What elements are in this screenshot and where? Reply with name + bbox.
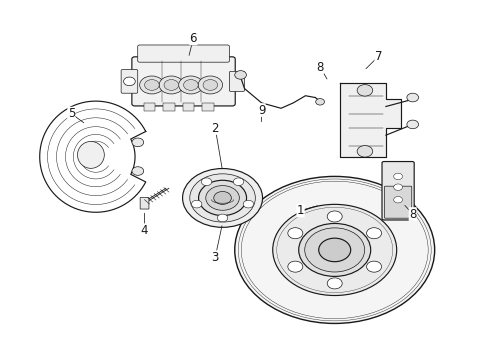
Text: 4: 4: [141, 224, 148, 237]
Circle shape: [393, 184, 402, 190]
Circle shape: [183, 80, 198, 90]
Text: 7: 7: [374, 50, 382, 63]
Text: 9: 9: [257, 104, 265, 117]
Bar: [143, 103, 155, 111]
Bar: [202, 103, 213, 111]
Circle shape: [393, 173, 402, 180]
Ellipse shape: [77, 141, 104, 168]
Circle shape: [366, 228, 381, 239]
FancyBboxPatch shape: [138, 45, 229, 62]
Bar: [182, 103, 194, 111]
Circle shape: [366, 261, 381, 272]
Circle shape: [326, 278, 342, 289]
Circle shape: [213, 192, 231, 204]
Circle shape: [191, 200, 202, 208]
Circle shape: [182, 168, 262, 227]
Circle shape: [140, 76, 163, 94]
Text: 3: 3: [211, 251, 219, 264]
Circle shape: [198, 180, 246, 216]
FancyBboxPatch shape: [121, 69, 138, 93]
Circle shape: [132, 167, 143, 175]
Circle shape: [243, 200, 253, 208]
Text: 6: 6: [189, 32, 197, 45]
Circle shape: [217, 214, 227, 222]
Circle shape: [123, 77, 135, 86]
Circle shape: [356, 85, 372, 96]
Circle shape: [406, 120, 418, 129]
Circle shape: [272, 204, 396, 296]
FancyBboxPatch shape: [384, 186, 411, 218]
Circle shape: [356, 145, 372, 157]
FancyBboxPatch shape: [229, 71, 244, 91]
Circle shape: [205, 185, 239, 210]
FancyBboxPatch shape: [140, 198, 149, 209]
Circle shape: [315, 99, 324, 105]
Circle shape: [203, 80, 217, 90]
Text: 8: 8: [316, 60, 323, 73]
Circle shape: [201, 178, 211, 185]
Circle shape: [298, 224, 370, 276]
Circle shape: [234, 176, 434, 323]
Text: 2: 2: [211, 122, 219, 135]
Circle shape: [132, 138, 143, 147]
Circle shape: [287, 261, 302, 272]
Ellipse shape: [214, 196, 236, 203]
Circle shape: [144, 80, 159, 90]
Circle shape: [159, 76, 183, 94]
Text: 5: 5: [67, 107, 75, 120]
Circle shape: [304, 228, 364, 272]
Circle shape: [198, 76, 222, 94]
Polygon shape: [339, 83, 400, 157]
Circle shape: [406, 93, 418, 102]
Text: 1: 1: [296, 204, 304, 217]
Circle shape: [234, 71, 246, 79]
FancyBboxPatch shape: [132, 57, 235, 106]
Circle shape: [163, 80, 178, 90]
Circle shape: [178, 76, 203, 94]
Text: 8: 8: [408, 208, 416, 221]
Circle shape: [189, 174, 255, 222]
Bar: [163, 103, 174, 111]
Circle shape: [318, 238, 350, 262]
Polygon shape: [40, 101, 145, 212]
Circle shape: [233, 178, 243, 185]
Circle shape: [393, 197, 402, 203]
Circle shape: [326, 211, 342, 222]
FancyBboxPatch shape: [381, 162, 413, 220]
Circle shape: [287, 228, 302, 239]
